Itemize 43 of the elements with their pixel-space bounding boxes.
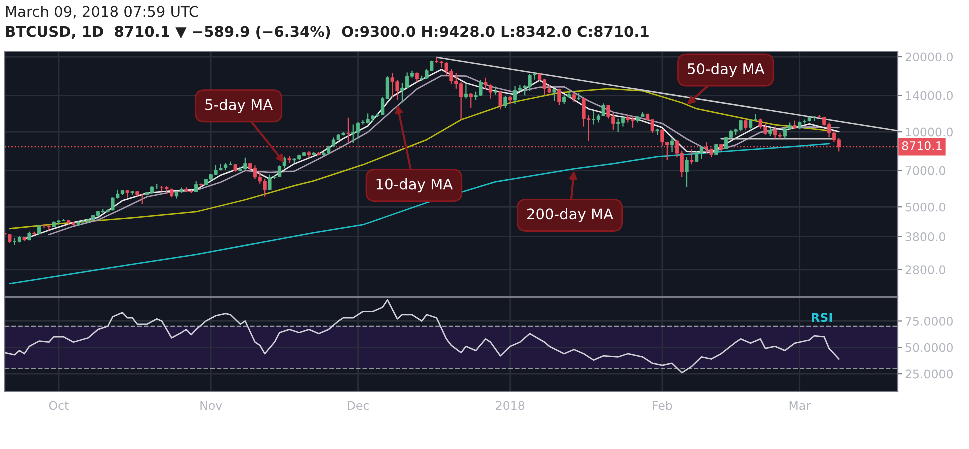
annotation: 5-day MA [206,99,273,114]
candlestick [194,181,198,193]
line-series [9,88,830,230]
candlestick [744,118,748,130]
y-tick-label: 20000.0 [906,52,953,62]
annotation: 50-day MA [688,63,765,78]
candlestick [8,233,12,244]
candlestick [690,149,694,166]
y-tick-label: 75.0000 [906,316,953,326]
x-tick-label: Oct [49,401,69,410]
y-tick-label: 50.0000 [906,343,953,352]
candlestick [552,88,556,102]
chart-subtitle: BTCUSD, 1D 8710.1 ▼ −589.9 (−6.34%) O:9300.0 H:9428.0 L:8342.0 C:8710.1 [6,26,649,40]
y-tick-label: 2800.0 [906,266,946,275]
x-tick-label: Mar [790,401,812,410]
y-tick-label: 25.0000 [906,370,953,379]
y-tick-label: 7000.0 [906,166,946,176]
candlestick [464,84,468,100]
candlestick [685,157,689,188]
candlestick [504,96,508,108]
x-tick-label: Feb [653,401,672,410]
x-tick-label: 2018 [496,401,525,410]
y-tick-label: 5000.0 [906,202,946,212]
line-series [9,143,830,285]
candlestick [670,138,674,153]
annotation: 10-day MA [376,178,453,193]
ref-line-label: 8710.1 [902,142,942,150]
candlestick [346,117,350,144]
line-series [5,299,840,374]
candlestick [558,88,562,106]
y-tick-label: 3800.0 [906,232,946,242]
annotation: 200-day MA [528,208,614,222]
chart-title: March 09, 2018 07:59 UTC [6,6,198,19]
x-tick-label: Nov [200,401,222,410]
x-tick-label: Dec [348,401,369,410]
annotation: RSI [812,313,832,322]
candlestick [307,150,312,158]
y-tick-label: 10000.0 [906,128,953,137]
y-tick-label: 14000.0 [906,91,953,100]
candlestick [469,92,473,108]
candlestick [714,144,718,156]
candlestick [498,90,502,110]
candlestick [415,72,419,84]
